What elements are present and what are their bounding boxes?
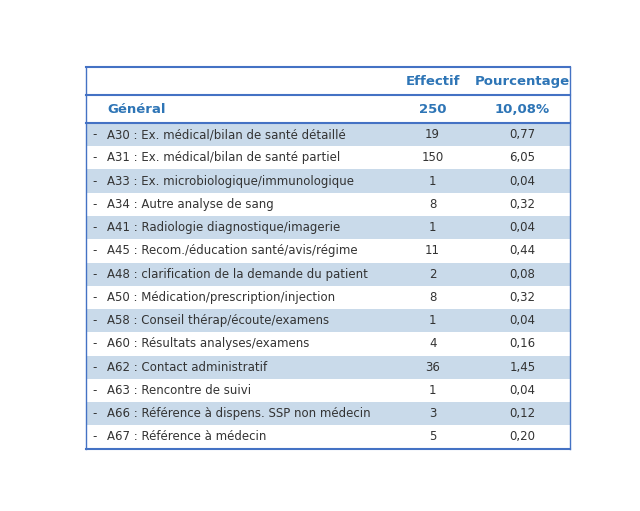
Text: 0,44: 0,44 xyxy=(509,244,536,258)
Text: A50 : Médication/prescription/injection: A50 : Médication/prescription/injection xyxy=(107,291,335,304)
Text: 1: 1 xyxy=(429,221,436,234)
Bar xyxy=(86,67,570,95)
Text: 0,20: 0,20 xyxy=(509,430,536,444)
Text: 5: 5 xyxy=(429,430,436,444)
Text: 0,16: 0,16 xyxy=(509,337,536,351)
Text: A48 : clarification de la demande du patient: A48 : clarification de la demande du pat… xyxy=(107,268,368,281)
Text: A31 : Ex. médical/bilan de santé partiel: A31 : Ex. médical/bilan de santé partiel xyxy=(107,151,340,165)
Text: 0,04: 0,04 xyxy=(509,384,536,397)
Text: 8: 8 xyxy=(429,291,436,304)
Text: -: - xyxy=(93,151,97,165)
Text: -: - xyxy=(93,198,97,211)
Bar xyxy=(86,193,570,216)
Bar xyxy=(86,286,570,309)
Text: -: - xyxy=(93,291,97,304)
Text: 0,04: 0,04 xyxy=(509,175,536,188)
Bar xyxy=(86,332,570,356)
Bar xyxy=(86,123,570,146)
Text: 1: 1 xyxy=(429,175,436,188)
Text: -: - xyxy=(93,221,97,234)
Text: Effectif: Effectif xyxy=(405,75,460,88)
Bar xyxy=(86,425,570,449)
Text: A66 : Référence à dispens. SSP non médecin: A66 : Référence à dispens. SSP non médec… xyxy=(107,407,371,420)
Text: 0,77: 0,77 xyxy=(509,128,536,141)
Text: -: - xyxy=(93,244,97,258)
Text: A30 : Ex. médical/bilan de santé détaillé: A30 : Ex. médical/bilan de santé détaill… xyxy=(107,128,346,141)
Text: A33 : Ex. microbiologique/immunologique: A33 : Ex. microbiologique/immunologique xyxy=(107,175,354,188)
Bar xyxy=(86,95,570,123)
Bar xyxy=(86,239,570,263)
Text: A60 : Résultats analyses/examens: A60 : Résultats analyses/examens xyxy=(107,337,310,351)
Text: A63 : Rencontre de suivi: A63 : Rencontre de suivi xyxy=(107,384,252,397)
Text: 250: 250 xyxy=(419,103,446,115)
Text: A67 : Référence à médecin: A67 : Référence à médecin xyxy=(107,430,266,444)
Text: A34 : Autre analyse de sang: A34 : Autre analyse de sang xyxy=(107,198,274,211)
Text: 0,32: 0,32 xyxy=(509,291,536,304)
Text: Général: Général xyxy=(107,103,166,115)
Text: -: - xyxy=(93,175,97,188)
Bar xyxy=(86,309,570,332)
Text: -: - xyxy=(93,268,97,281)
Text: 2: 2 xyxy=(429,268,436,281)
Bar xyxy=(86,263,570,286)
Text: A58 : Conseil thérap/écoute/examens: A58 : Conseil thérap/écoute/examens xyxy=(107,314,329,327)
Bar xyxy=(86,170,570,193)
Text: -: - xyxy=(93,407,97,420)
Text: 0,32: 0,32 xyxy=(509,198,536,211)
Text: A41 : Radiologie diagnostique/imagerie: A41 : Radiologie diagnostique/imagerie xyxy=(107,221,340,234)
Text: 11: 11 xyxy=(425,244,440,258)
Text: 19: 19 xyxy=(425,128,440,141)
Text: -: - xyxy=(93,361,97,374)
Bar xyxy=(86,146,570,170)
Text: 0,12: 0,12 xyxy=(509,407,536,420)
Text: -: - xyxy=(93,430,97,444)
Text: 1: 1 xyxy=(429,384,436,397)
Text: A45 : Recom./éducation santé/avis/régime: A45 : Recom./éducation santé/avis/régime xyxy=(107,244,358,258)
Text: 3: 3 xyxy=(429,407,436,420)
Text: 0,04: 0,04 xyxy=(509,221,536,234)
Text: 10,08%: 10,08% xyxy=(495,103,550,115)
Text: 36: 36 xyxy=(425,361,440,374)
Bar xyxy=(86,402,570,425)
Text: 150: 150 xyxy=(422,151,444,165)
Text: -: - xyxy=(93,128,97,141)
Text: 6,05: 6,05 xyxy=(509,151,536,165)
Bar xyxy=(86,356,570,379)
Text: 0,04: 0,04 xyxy=(509,314,536,327)
Text: 1: 1 xyxy=(429,314,436,327)
Text: -: - xyxy=(93,384,97,397)
Text: A62 : Contact administratif: A62 : Contact administratif xyxy=(107,361,268,374)
Text: -: - xyxy=(93,337,97,351)
Text: Pourcentage: Pourcentage xyxy=(475,75,570,88)
Text: 4: 4 xyxy=(429,337,436,351)
Text: 8: 8 xyxy=(429,198,436,211)
Text: 1,45: 1,45 xyxy=(509,361,536,374)
Text: 0,08: 0,08 xyxy=(509,268,536,281)
Bar xyxy=(86,379,570,402)
Bar xyxy=(86,216,570,239)
Text: -: - xyxy=(93,314,97,327)
